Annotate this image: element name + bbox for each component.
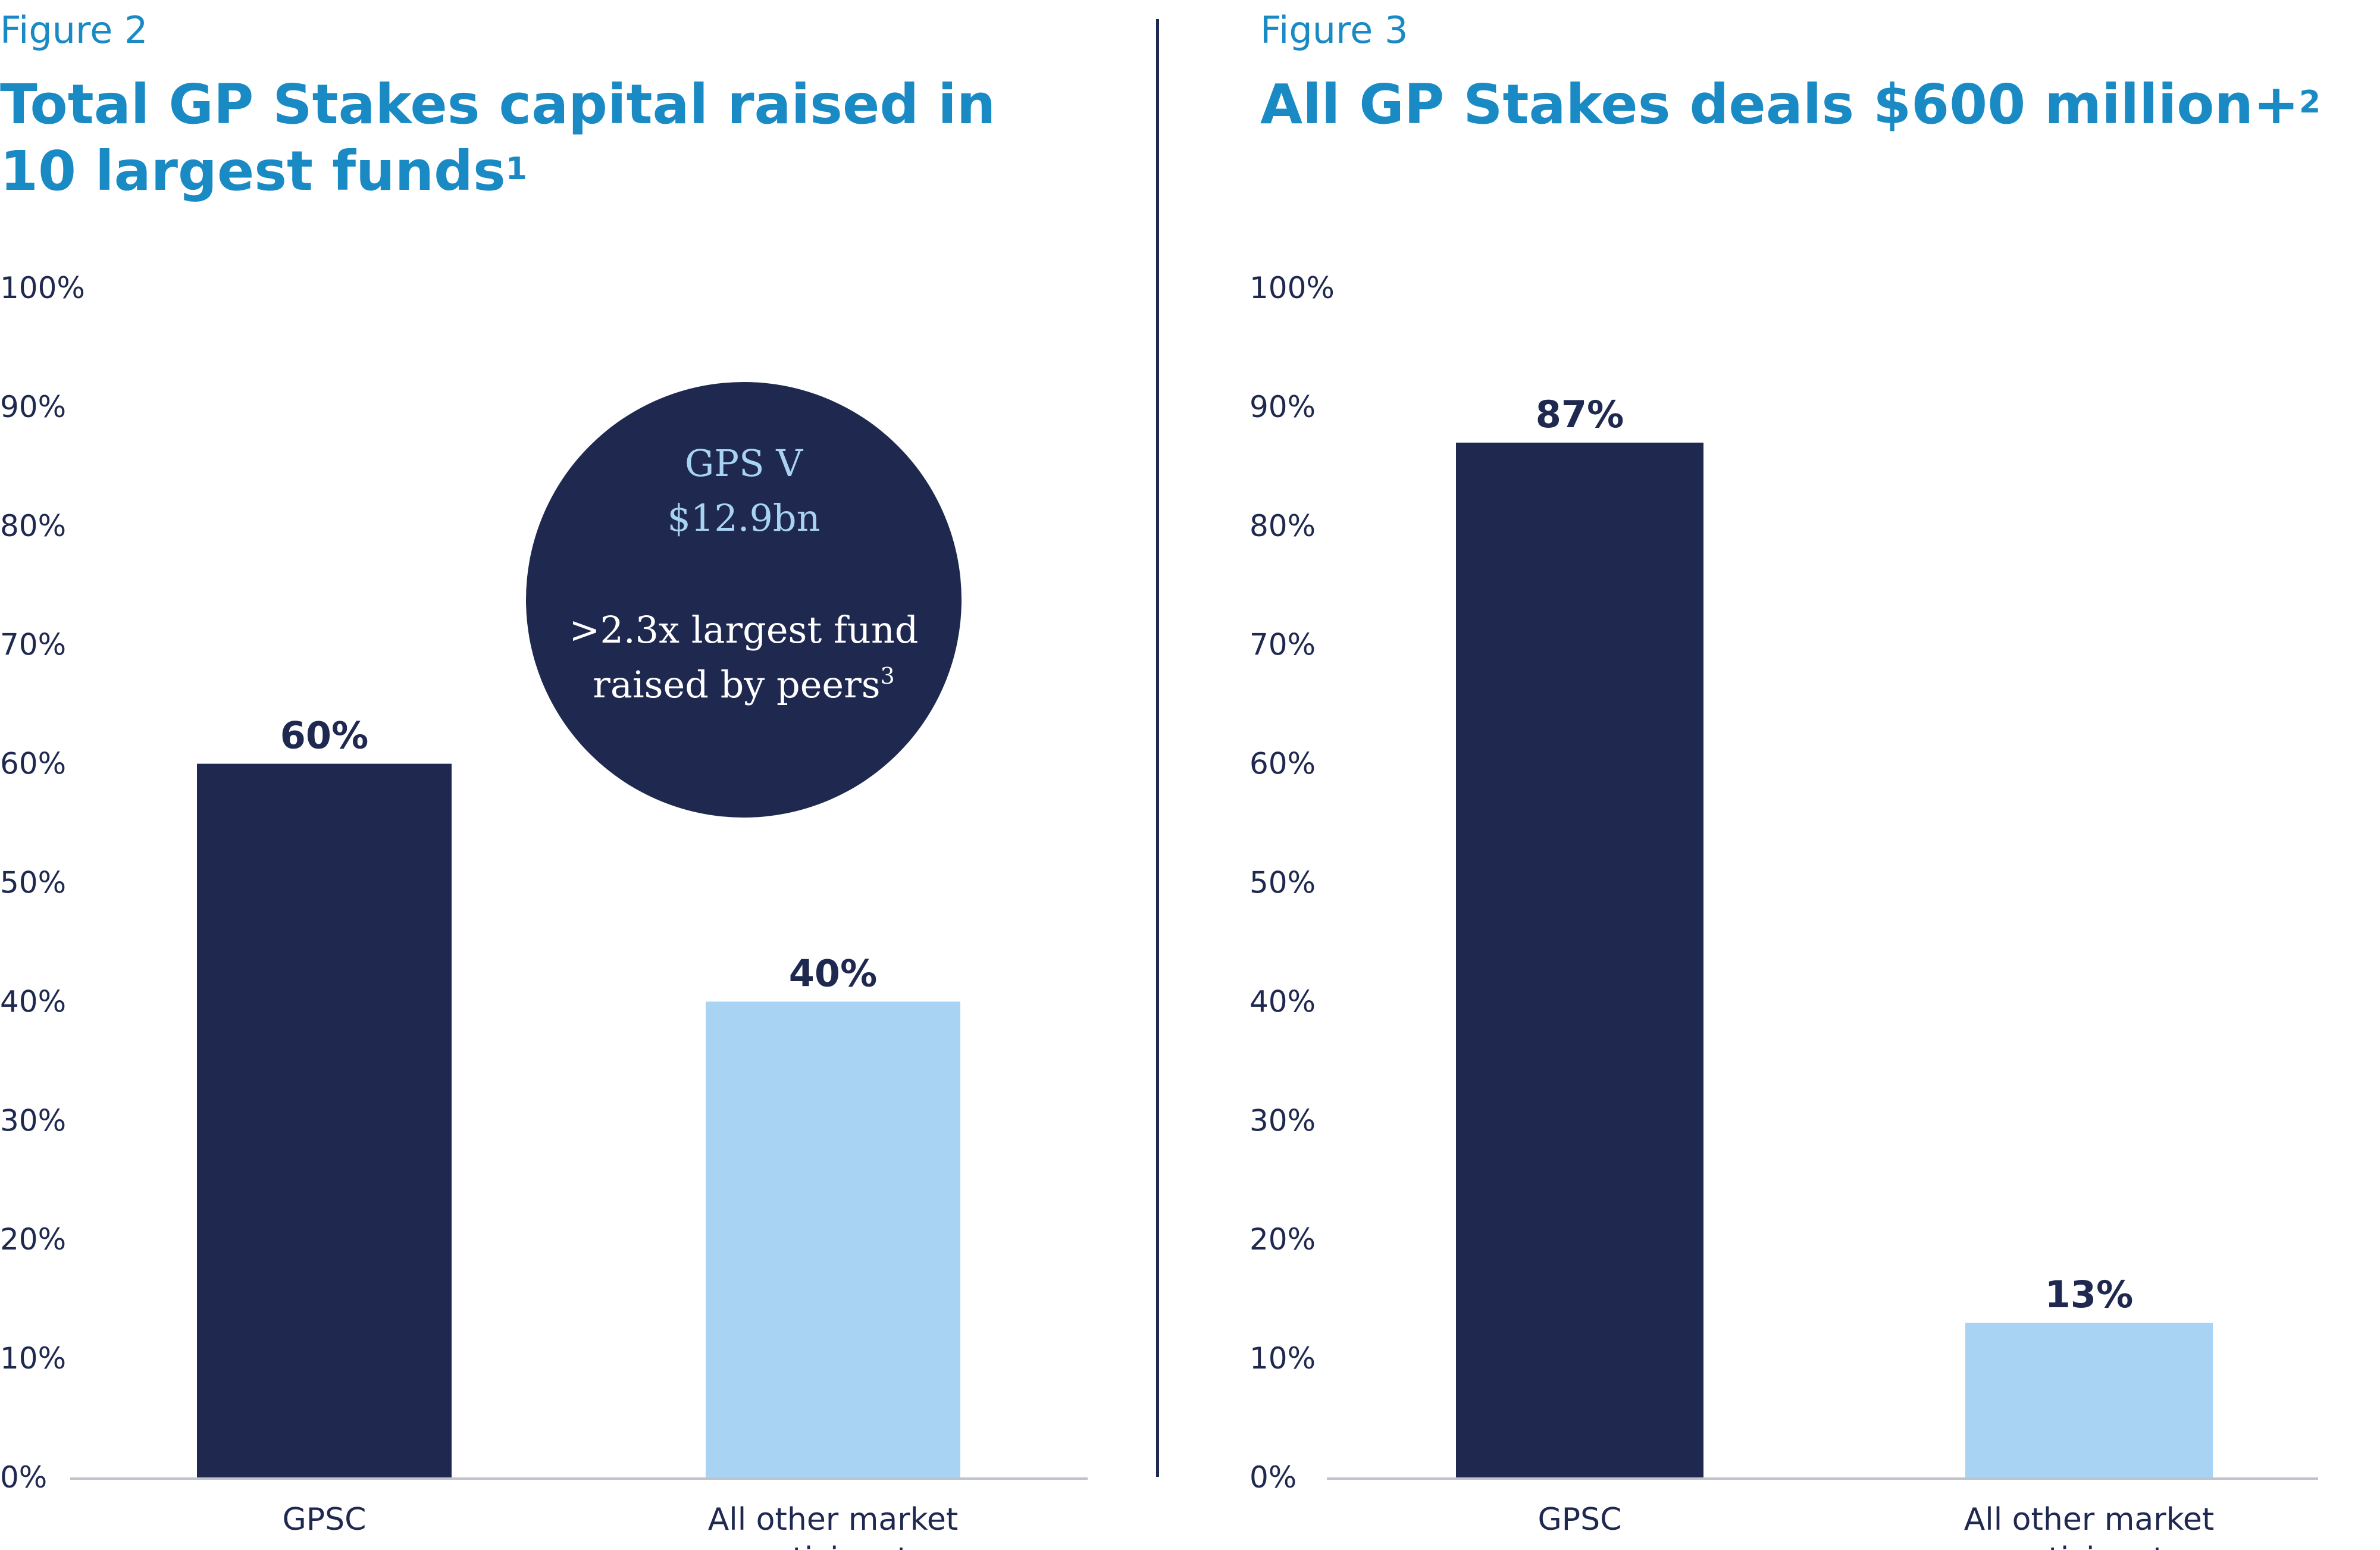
y-tick-label: 90%	[0, 390, 66, 424]
bar-gpsc	[197, 763, 452, 1477]
y-tick-label: 70%	[0, 628, 66, 662]
figure-2-title-line2: 10 largest funds	[0, 139, 506, 203]
y-tick-label: 50%	[0, 866, 66, 900]
y-tick-label: 0%	[1250, 1460, 1297, 1495]
figure-2-chart: 0% 10% 20% 30% 40% 50% 60% 70% 80% 90% 100% 60% GPSC…	[0, 271, 1088, 1550]
callout-fund-size: $12.9bn	[667, 496, 821, 540]
y-tick-label: 60%	[0, 747, 66, 781]
callout-footnote: 3	[880, 663, 895, 689]
y-tick-label: 50%	[1250, 866, 1316, 900]
figure-divider	[1156, 19, 1159, 1477]
y-tick-label: 60%	[1250, 747, 1316, 781]
figure-2-footnote: 1	[505, 151, 527, 187]
y-tick-label: 100%	[0, 271, 85, 305]
figure-3-label: Figure 3	[1260, 8, 1408, 52]
bar-other-participants	[706, 1001, 960, 1477]
x-category-label: All other market	[708, 1502, 959, 1538]
x-category-label: participants	[741, 1541, 925, 1550]
bar-other-participants	[1965, 1323, 2213, 1477]
figure-3-chart: 0% 10% 20% 30% 40% 50% 60% 70% 80% 90% 100% 87% GPSC…	[1250, 271, 2318, 1550]
y-tick-label: 40%	[1250, 984, 1316, 1019]
y-tick-label: 70%	[1250, 628, 1316, 662]
callout-comparison-line1: >2.3x largest fund	[569, 608, 919, 652]
data-label: 40%	[789, 951, 877, 995]
data-label: 60%	[280, 714, 368, 757]
y-tick-label: 30%	[1250, 1103, 1316, 1138]
x-category-label: All other market	[1964, 1502, 2215, 1538]
data-label: 87%	[1536, 393, 1624, 436]
y-tick-label: 20%	[1250, 1222, 1316, 1257]
figure-3-title: All GP Stakes deals $600 million+2	[1260, 71, 2320, 138]
gps-v-callout: GPS V $12.9bn >2.3x largest fund raised …	[526, 382, 962, 818]
y-tick-label: 20%	[0, 1222, 66, 1257]
figure-2-label: Figure 2	[0, 8, 148, 52]
y-tick-label: 40%	[0, 984, 66, 1019]
bar-gpsc	[1456, 442, 1703, 1477]
data-label: 13%	[2045, 1273, 2133, 1316]
y-tick-label: 30%	[0, 1103, 66, 1138]
figure-2-title-line1: Total GP Stakes capital raised in	[0, 73, 996, 136]
y-tick-label: 100%	[1250, 271, 1335, 305]
x-category-label: GPSC	[1538, 1502, 1622, 1538]
y-tick-label: 80%	[1250, 509, 1316, 543]
callout-comparison-text: raised by peers	[593, 663, 881, 706]
x-category-label: GPSC	[283, 1502, 367, 1538]
x-category-label: participants	[1997, 1541, 2181, 1550]
y-tick-label: 0%	[0, 1460, 47, 1495]
y-tick-label: 80%	[0, 509, 66, 543]
y-tick-label: 90%	[1250, 390, 1316, 424]
figure-3-footnote: 2	[2299, 84, 2321, 120]
callout-comparison-line2: raised by peers3	[526, 663, 962, 706]
figure-2-title: Total GP Stakes capital raised in 10 lar…	[0, 71, 995, 205]
callout-fund-name: GPS V	[684, 441, 803, 485]
y-tick-label: 10%	[1250, 1341, 1316, 1376]
y-tick-label: 10%	[0, 1341, 66, 1376]
figure-3-title-line1: All GP Stakes deals $600 million+	[1260, 73, 2300, 136]
